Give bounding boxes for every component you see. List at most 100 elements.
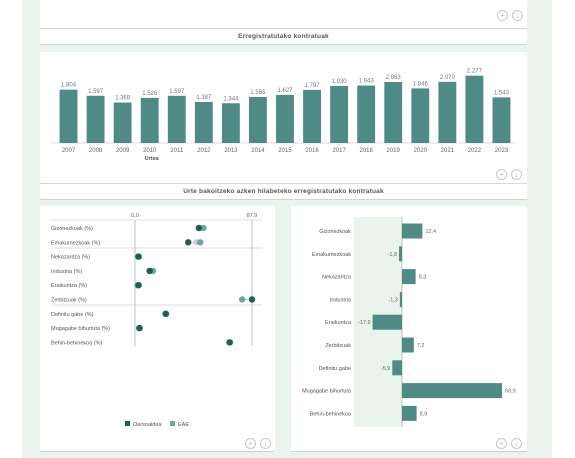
- row-label: Zerbitzuak (%): [51, 298, 87, 304]
- yearly-bar-chart: 1.804 2007 1.597 2008 1.369 2009 1.526 2010 1.59…: [51, 69, 515, 162]
- bar: [113, 102, 132, 143]
- bar: [399, 291, 402, 307]
- bar: [402, 269, 416, 285]
- bar-value-label: 1.387: [196, 95, 212, 101]
- bar-value-label: 1.344: [223, 96, 239, 102]
- bar: [402, 337, 414, 353]
- x-tick-label: 2011: [170, 148, 184, 154]
- bar: [384, 82, 403, 143]
- bar: [492, 97, 511, 143]
- bar: [438, 81, 457, 143]
- download-circle-icon[interactable]: ↓: [511, 169, 522, 180]
- x-tick-label: 2010: [143, 148, 157, 154]
- row-label: Emakumezkoak (%): [51, 240, 100, 246]
- bar-value-label: -17,9: [358, 320, 371, 326]
- bar-value-label: 1.930: [332, 79, 348, 85]
- bar-value-label: 7,2: [417, 343, 425, 349]
- bar: [402, 405, 417, 421]
- plus-circle-icon[interactable]: +: [497, 10, 508, 21]
- bar: [392, 360, 402, 376]
- divider: [40, 183, 527, 184]
- plus-circle-icon[interactable]: +: [496, 169, 507, 180]
- row-label: Gizonezkoak (%): [51, 226, 93, 232]
- bar-value-label: 2.277: [467, 69, 483, 75]
- legend-label: EAE: [178, 422, 189, 428]
- row-label: Nekazaritza: [322, 275, 352, 281]
- difference-bar-chart: Gizonezkoak 12,4 Emakumezkoak -1,8 Nekazarit…: [302, 217, 516, 427]
- oarsoaldea-dot: [248, 296, 256, 303]
- plus-circle-icon[interactable]: +: [496, 438, 507, 449]
- comparison-dot-plot: 0,0 87,9 Gizonezkoak (%) Emakumezkoak (%) Ne…: [51, 213, 262, 428]
- x-tick-label: 2023: [495, 148, 509, 154]
- bar: [465, 75, 484, 143]
- oarsoaldea-dot: [162, 310, 169, 317]
- x-tick-label: 2022: [468, 148, 482, 154]
- row-label: Definitu gabe (%): [51, 312, 94, 318]
- oarsoaldea-dot: [195, 224, 203, 232]
- download-circle-icon[interactable]: ↓: [511, 438, 522, 449]
- x-tick-label: 2018: [359, 148, 373, 154]
- bar-value-label: 1.555: [250, 90, 266, 96]
- oarsoaldea-dot: [136, 324, 143, 332]
- bar: [411, 88, 430, 143]
- row-label: Eraikuntza: [325, 320, 352, 326]
- legend-swatch: [125, 421, 130, 426]
- row-label: Industria (%): [51, 269, 82, 275]
- bar: [59, 89, 78, 143]
- bar: [402, 223, 423, 239]
- bar-value-label: 1.627: [277, 88, 293, 94]
- x-tick-label: 2017: [332, 148, 346, 154]
- bar-value-label: -1,8: [388, 252, 397, 258]
- x-tick-label: 2008: [89, 148, 103, 154]
- x-tick-label: 2015: [278, 148, 292, 154]
- contracts-header-card: + ↓ Erregistratutako kontratuak: [40, 0, 527, 45]
- bar-value-label: 1.543: [494, 90, 510, 96]
- bar-value-label: 1.797: [305, 83, 321, 89]
- bar-value-label: 2.070: [440, 75, 456, 81]
- bar: [86, 95, 105, 143]
- x-tick-label: 2014: [251, 148, 265, 154]
- card-title: Erregistratutako kontratuak: [238, 33, 329, 40]
- comparison-dot-card: 0,0 87,9 Gizonezkoak (%) Emakumezkoak (%) Ne…: [40, 206, 275, 452]
- bar-value-label: 8,9: [420, 411, 428, 417]
- row-label: Industria: [330, 297, 352, 303]
- bar-value-label: 1.369: [115, 96, 131, 102]
- row-label: Behin-behinekoa: [310, 411, 352, 417]
- divider: [40, 28, 527, 29]
- download-circle-icon[interactable]: ↓: [512, 10, 523, 21]
- eae-dot: [238, 296, 246, 303]
- x-tick-label: 87,9: [247, 213, 258, 219]
- bar-value-label: 1.943: [359, 79, 375, 85]
- row-label: Mugagabe bihurtuta: [302, 389, 352, 395]
- bar: [399, 246, 402, 262]
- x-tick-label: 2019: [387, 148, 401, 154]
- bar: [167, 95, 186, 143]
- bar: [372, 314, 402, 330]
- bar: [249, 97, 267, 143]
- bar: [221, 103, 240, 143]
- oarsoaldea-dot: [185, 239, 192, 246]
- row-label: Zerbitzuak: [325, 343, 351, 349]
- card-title: Urte bakoitzeko azken hilabeteko erregis…: [183, 188, 384, 195]
- bar-value-label: 12,4: [425, 229, 436, 235]
- legend-swatch: [170, 421, 175, 426]
- legend-label: Oarsoaldea: [133, 422, 162, 428]
- oarsoaldea-dot: [226, 339, 233, 346]
- bar-value-label: 1.597: [169, 89, 185, 95]
- row-label: Mugagabe bihurtuta (%): [51, 326, 110, 332]
- bar: [276, 94, 294, 143]
- row-label: Gizonezkoak: [319, 229, 351, 235]
- download-circle-icon[interactable]: ↓: [260, 438, 271, 449]
- x-tick-label: 2013: [224, 148, 238, 154]
- x-tick-label: 2021: [441, 148, 455, 154]
- row-label: Nekazaritza (%): [51, 255, 90, 261]
- bar-value-label: 1.526: [142, 91, 158, 97]
- row-label: Definitu gabe: [319, 366, 351, 372]
- bar-value-label: 8,3: [419, 275, 427, 281]
- plus-circle-icon[interactable]: +: [245, 438, 256, 449]
- x-tick-label: 2007: [62, 148, 76, 154]
- bar: [303, 89, 321, 143]
- difference-bar-card: Gizonezkoak 12,4 Emakumezkoak -1,8 Nekazarit…: [291, 206, 527, 452]
- bar: [330, 85, 349, 143]
- bar: [194, 101, 213, 143]
